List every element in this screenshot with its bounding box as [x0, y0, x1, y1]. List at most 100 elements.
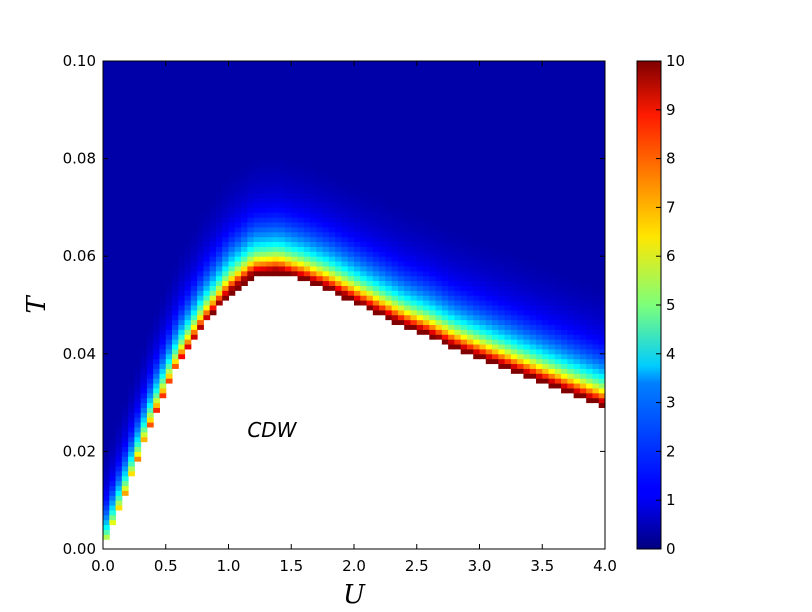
heatmap-cell: [504, 100, 512, 106]
heatmap-cell: [153, 104, 160, 111]
heatmap-cell: [366, 65, 374, 72]
heatmap-cell: [190, 270, 198, 277]
heatmap-cell: [548, 324, 556, 330]
heatmap-cell: [121, 183, 129, 189]
heatmap-cell: [297, 134, 305, 140]
heatmap-cell: [115, 241, 123, 247]
heatmap-cell: [448, 143, 455, 150]
heatmap-cell: [121, 246, 129, 252]
heatmap-cell: [159, 324, 167, 330]
heatmap-cell: [354, 100, 361, 106]
heatmap-cell: [435, 290, 443, 296]
heatmap-cell: [253, 114, 261, 121]
heatmap-cell: [103, 422, 110, 428]
heatmap-cell: [542, 290, 550, 296]
heatmap-cell: [190, 104, 198, 111]
heatmap-cell: [209, 222, 217, 228]
heatmap-cell: [397, 319, 405, 326]
heatmap-cell: [128, 70, 135, 77]
heatmap-cell: [197, 231, 204, 238]
heatmap-cell: [103, 222, 110, 228]
heatmap-cell: [391, 197, 399, 204]
heatmap-cell: [429, 324, 437, 330]
heatmap-cell: [517, 256, 524, 262]
heatmap-cell: [423, 270, 430, 277]
heatmap-cell: [385, 109, 393, 116]
heatmap-cell: [335, 222, 342, 228]
heatmap-cell: [259, 226, 267, 233]
heatmap-cell: [103, 90, 110, 96]
heatmap-cell: [391, 124, 399, 130]
heatmap-cell: [523, 178, 531, 184]
heatmap-cell: [278, 251, 286, 257]
heatmap-cell: [448, 290, 455, 296]
heatmap-cell: [234, 241, 242, 247]
heatmap-cell: [146, 417, 154, 423]
heatmap-cell: [165, 158, 173, 164]
heatmap-cell: [397, 158, 405, 164]
heatmap-cell: [360, 104, 368, 111]
heatmap-cell: [573, 100, 581, 106]
heatmap-cell: [266, 158, 273, 164]
heatmap-cell: [272, 168, 280, 174]
heatmap-cell: [284, 192, 292, 199]
heatmap-cell: [197, 183, 204, 189]
heatmap-cell: [203, 217, 211, 223]
heatmap-cell: [435, 134, 443, 140]
heatmap-cell: [554, 61, 562, 67]
heatmap-cell: [416, 143, 424, 150]
heatmap-cell: [535, 95, 543, 101]
heatmap-cell: [178, 265, 186, 272]
heatmap-cell: [561, 178, 568, 184]
heatmap-cell: [115, 143, 123, 150]
heatmap-cell: [153, 143, 160, 150]
heatmap-cell: [454, 251, 462, 257]
heatmap-cell: [303, 104, 311, 111]
heatmap-cell: [134, 353, 142, 360]
heatmap-cell: [178, 280, 186, 286]
heatmap-cell: [153, 329, 160, 335]
heatmap-cell: [504, 353, 512, 360]
heatmap-cell: [554, 129, 562, 135]
heatmap-cell: [567, 75, 575, 82]
heatmap-cell: [410, 212, 418, 218]
heatmap-cell: [121, 226, 129, 233]
heatmap-cell: [372, 290, 380, 296]
heatmap-cell: [454, 285, 462, 291]
heatmap-cell: [335, 285, 342, 291]
heatmap-cell: [567, 295, 575, 301]
heatmap-cell: [548, 363, 556, 369]
heatmap-cell: [598, 256, 605, 262]
heatmap-cell: [460, 246, 468, 252]
heatmap-cell: [115, 392, 123, 399]
heatmap-cell: [385, 187, 393, 194]
heatmap-cell: [322, 109, 330, 116]
heatmap-cell: [228, 246, 236, 252]
heatmap-cell: [397, 104, 405, 111]
heatmap-cell: [178, 61, 186, 67]
heatmap-cell: [128, 383, 135, 389]
heatmap-cell: [128, 402, 135, 408]
heatmap-cell: [140, 280, 148, 286]
heatmap-cell: [259, 241, 267, 247]
heatmap-cell: [272, 236, 280, 243]
heatmap-cell: [441, 207, 449, 213]
heatmap-cell: [466, 270, 474, 277]
heatmap-cell: [498, 173, 506, 179]
heatmap-cell: [228, 85, 236, 91]
heatmap-cell: [121, 412, 129, 418]
heatmap-cell: [109, 509, 117, 516]
heatmap-cell: [178, 143, 186, 150]
heatmap-cell: [203, 207, 211, 213]
heatmap-cell: [115, 75, 123, 82]
heatmap-cell: [303, 192, 311, 199]
heatmap-cell: [454, 207, 462, 213]
heatmap-cell: [404, 148, 411, 155]
heatmap-cell: [134, 222, 142, 228]
heatmap-cell: [535, 358, 543, 365]
heatmap-cell: [322, 231, 330, 238]
heatmap-cell: [492, 285, 499, 291]
heatmap-cell: [222, 158, 230, 164]
heatmap-cell: [529, 212, 537, 218]
heatmap-cell: [586, 114, 593, 121]
